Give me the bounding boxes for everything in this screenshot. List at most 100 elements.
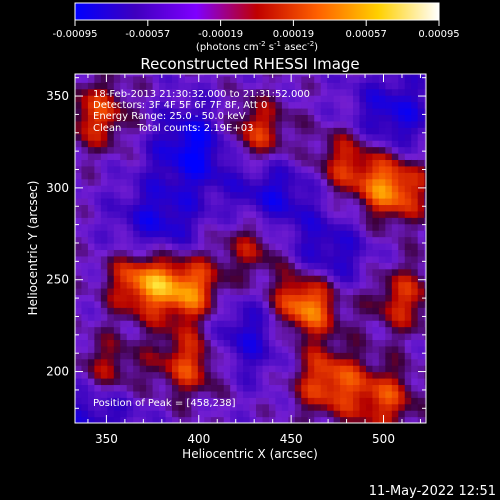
- heatmap-cell: [411, 75, 419, 83]
- heatmap-cell: [171, 332, 180, 341]
- heatmap-cell: [314, 140, 322, 148]
- heatmap-cell: [81, 410, 89, 418]
- heatmap-cell: [333, 416, 341, 423]
- heatmap-cell: [346, 159, 354, 167]
- heatmap-cell: [146, 255, 154, 263]
- heatmap-cell: [159, 332, 167, 341]
- heatmap-cell: [184, 345, 192, 353]
- heatmap-cell: [75, 378, 83, 386]
- heatmap-cell: [133, 197, 141, 206]
- heatmap-cell: [107, 210, 115, 218]
- heatmap-cell: [159, 345, 167, 353]
- x-tick-label: 500: [372, 432, 395, 446]
- heatmap-cell: [307, 127, 315, 135]
- heatmap-cell: [204, 281, 212, 289]
- heatmap-cell: [288, 88, 296, 96]
- heatmap-cell: [411, 397, 419, 405]
- heatmap-cell: [87, 159, 95, 167]
- y-tick-label: 200: [46, 365, 69, 379]
- heatmap-cell: [159, 127, 167, 135]
- heatmap-cell: [333, 120, 341, 128]
- heatmap-cell: [171, 185, 180, 193]
- heatmap-cell: [256, 114, 264, 122]
- heatmap-cell: [210, 339, 218, 347]
- heatmap-cell: [262, 320, 270, 328]
- heatmap-cell: [152, 275, 160, 283]
- heatmap-cell: [236, 339, 244, 347]
- heatmap-cell: [120, 416, 128, 423]
- heatmap-cell: [243, 82, 251, 90]
- heatmap-cell: [301, 313, 309, 321]
- heatmap-cell: [268, 146, 277, 154]
- heatmap-cell: [320, 95, 328, 103]
- heatmap-cell: [152, 172, 160, 180]
- heatmap-cell: [152, 107, 160, 116]
- heatmap-cell: [372, 120, 380, 128]
- heatmap-cell: [275, 307, 283, 315]
- heatmap-cell: [398, 332, 406, 341]
- heatmap-cell: [217, 410, 225, 418]
- heatmap-cell: [126, 339, 134, 347]
- heatmap-cell: [75, 95, 83, 103]
- heatmap-cell: [197, 172, 205, 180]
- heatmap-cell: [301, 133, 309, 141]
- heatmap-cell: [139, 95, 147, 103]
- heatmap-cell: [133, 127, 141, 135]
- heatmap-cell: [249, 365, 257, 373]
- heatmap-cell: [217, 300, 225, 308]
- heatmap-cell: [327, 172, 335, 180]
- heatmap-cell: [307, 230, 315, 238]
- heatmap-cell: [301, 397, 309, 405]
- heatmap-cell: [133, 223, 141, 231]
- heatmap-cell: [353, 262, 361, 270]
- heatmap-cell: [301, 74, 309, 77]
- heatmap-cell: [391, 249, 399, 257]
- heatmap-cell: [385, 262, 393, 270]
- heatmap-cell: [404, 255, 412, 263]
- heatmap-cell: [340, 332, 348, 341]
- heatmap-cell: [398, 242, 406, 251]
- heatmap-cell: [275, 191, 283, 199]
- heatmap-cell: [424, 307, 426, 315]
- heatmap-cell: [191, 281, 199, 289]
- heatmap-cell: [94, 345, 102, 353]
- heatmap-cell: [288, 345, 296, 353]
- heatmap-cell: [385, 236, 393, 244]
- heatmap-cell: [197, 217, 205, 225]
- heatmap-cell: [372, 217, 380, 225]
- heatmap-cell: [184, 127, 192, 135]
- heatmap-cell: [359, 390, 367, 398]
- heatmap-cell: [223, 146, 231, 154]
- heatmap-cell: [94, 242, 102, 251]
- heatmap-cell: [372, 287, 380, 296]
- heatmap-cell: [391, 204, 399, 212]
- heatmap-cell: [353, 217, 361, 225]
- heatmap-cell: [139, 210, 147, 218]
- heatmap-cell: [307, 114, 315, 122]
- heatmap-cell: [346, 95, 354, 103]
- heatmap-cell: [327, 95, 335, 103]
- heatmap-cell: [346, 378, 354, 386]
- colorbar-tick-label: -0.00095: [53, 29, 98, 40]
- heatmap-cell: [87, 332, 95, 341]
- heatmap-cell: [411, 146, 419, 154]
- heatmap-cell: [340, 140, 348, 148]
- heatmap-cell: [159, 165, 167, 173]
- heatmap-cell: [288, 326, 296, 334]
- heatmap-cell: [223, 339, 231, 347]
- heatmap-cell: [301, 249, 309, 257]
- heatmap-cell: [184, 185, 192, 193]
- heatmap-cell: [372, 397, 380, 405]
- heatmap-cell: [133, 75, 141, 83]
- heatmap-cell: [327, 410, 335, 418]
- heatmap-cell: [107, 178, 115, 186]
- heatmap-cell: [94, 223, 102, 231]
- heatmap-cell: [288, 397, 296, 405]
- heatmap-cell: [133, 255, 141, 263]
- heatmap-cell: [391, 268, 399, 276]
- heatmap-cell: [81, 242, 89, 251]
- heatmap-cell: [184, 300, 192, 308]
- heatmap-cell: [327, 287, 335, 296]
- heatmap-cell: [340, 146, 348, 154]
- heatmap-cell: [204, 378, 212, 386]
